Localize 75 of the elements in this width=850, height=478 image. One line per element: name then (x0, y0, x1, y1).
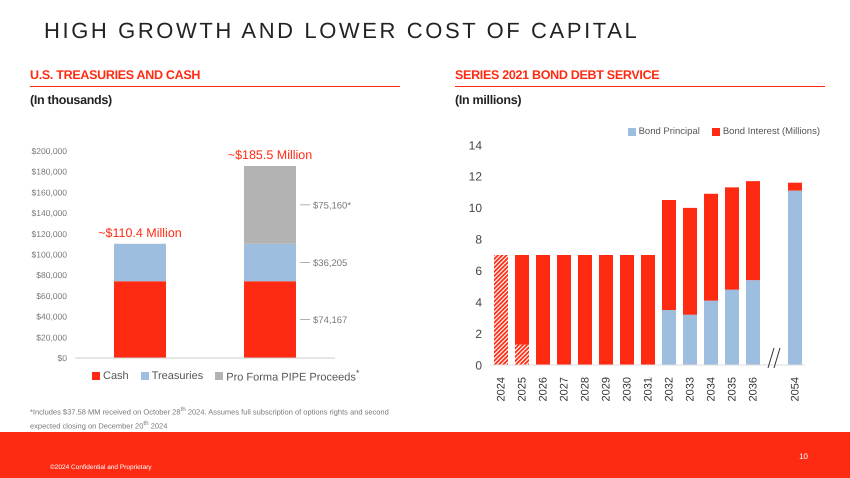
y-tick-label: 4 (475, 295, 482, 310)
bar (244, 244, 296, 282)
y-tick-label: 0 (475, 358, 482, 372)
bar (557, 255, 571, 365)
x-tick-label: 2032 (664, 377, 676, 402)
bar (641, 255, 655, 365)
y-tick-label: $20,000 (36, 332, 68, 342)
bar (788, 182, 802, 191)
text: 10 (799, 452, 808, 461)
bar (662, 310, 676, 365)
y-tick-label: $100,000 (32, 250, 68, 260)
y-tick-label: 14 (468, 138, 482, 152)
x-tick-label: 2025 (516, 377, 528, 402)
chart-title: SERIES 2021 BOND DEBT SERVICE (455, 68, 825, 87)
y-tick-label: $60,000 (36, 290, 68, 301)
bar (244, 281, 296, 358)
x-tick-label: 2054 (790, 377, 802, 402)
x-tick-label: 2034 (706, 377, 718, 402)
bar (114, 281, 166, 358)
y-tick-label: $80,000 (36, 270, 68, 280)
bar (746, 280, 760, 365)
chart-subtitle: (In millions) (455, 93, 522, 107)
bar (683, 208, 697, 315)
data-label: $36,205 (313, 258, 348, 269)
y-tick-label: 12 (468, 170, 482, 184)
legend-label: Pro Forma PIPE Proceeds$^{*}$ (226, 368, 360, 384)
bar (244, 166, 296, 244)
bar (515, 344, 529, 365)
x-tick-label: 2028 (580, 377, 592, 402)
chart-subtitle: (In thousands) (30, 93, 113, 107)
x-tick-label: 2026 (538, 377, 550, 402)
legend-label: Bond Principal (638, 126, 700, 137)
legend-label: Treasuries (152, 370, 204, 382)
x-tick-label: 2035 (726, 377, 738, 402)
data-label: $75,160* (313, 200, 352, 212)
legend-label: Bond Interest (Millions) (722, 126, 820, 137)
bar (114, 244, 166, 282)
bar (662, 200, 676, 310)
annotation: ~$185.5 Million (228, 148, 312, 162)
bar (704, 194, 718, 301)
bar (788, 190, 802, 365)
y-tick-label: $180,000 (32, 166, 68, 177)
data-label: $74,167 (313, 315, 348, 326)
y-tick-label: 2 (475, 326, 482, 341)
y-tick-label: $200,000 (32, 146, 68, 156)
chart-title: U.S. TREASURIES AND CASH (30, 68, 400, 87)
y-tick-label: 6 (475, 264, 482, 278)
bar (683, 314, 697, 365)
y-tick-label: $160,000 (32, 187, 68, 198)
x-tick-label: 2033 (684, 377, 696, 402)
bar (746, 181, 760, 280)
x-tick-label: 2031 (642, 377, 654, 402)
y-tick-label: 10 (468, 201, 482, 216)
bar (704, 300, 718, 365)
bar (578, 255, 592, 365)
bar (494, 255, 508, 365)
legend-label: Cash (103, 370, 129, 382)
y-tick-label: $120,000 (32, 228, 68, 239)
bar (620, 255, 634, 365)
bar (725, 290, 739, 365)
text: HIGH GROWTH AND LOWER COST OF CAPITAL (44, 18, 640, 44)
x-tick-label: 2029 (600, 377, 612, 402)
x-tick-label: 2030 (622, 377, 634, 402)
x-tick-label: 2024 (496, 377, 508, 402)
bar (599, 255, 613, 365)
y-tick-label: 8 (475, 232, 482, 247)
x-tick-label: 2036 (748, 377, 760, 402)
bar (536, 255, 550, 365)
bar (515, 255, 529, 345)
y-tick-label: $0 (58, 353, 68, 364)
bar (725, 187, 739, 290)
y-tick-label: $40,000 (36, 312, 68, 322)
y-tick-label: $140,000 (32, 208, 68, 218)
annotation: ~$110.4 Million (98, 226, 182, 240)
x-tick-label: 2027 (558, 377, 570, 402)
